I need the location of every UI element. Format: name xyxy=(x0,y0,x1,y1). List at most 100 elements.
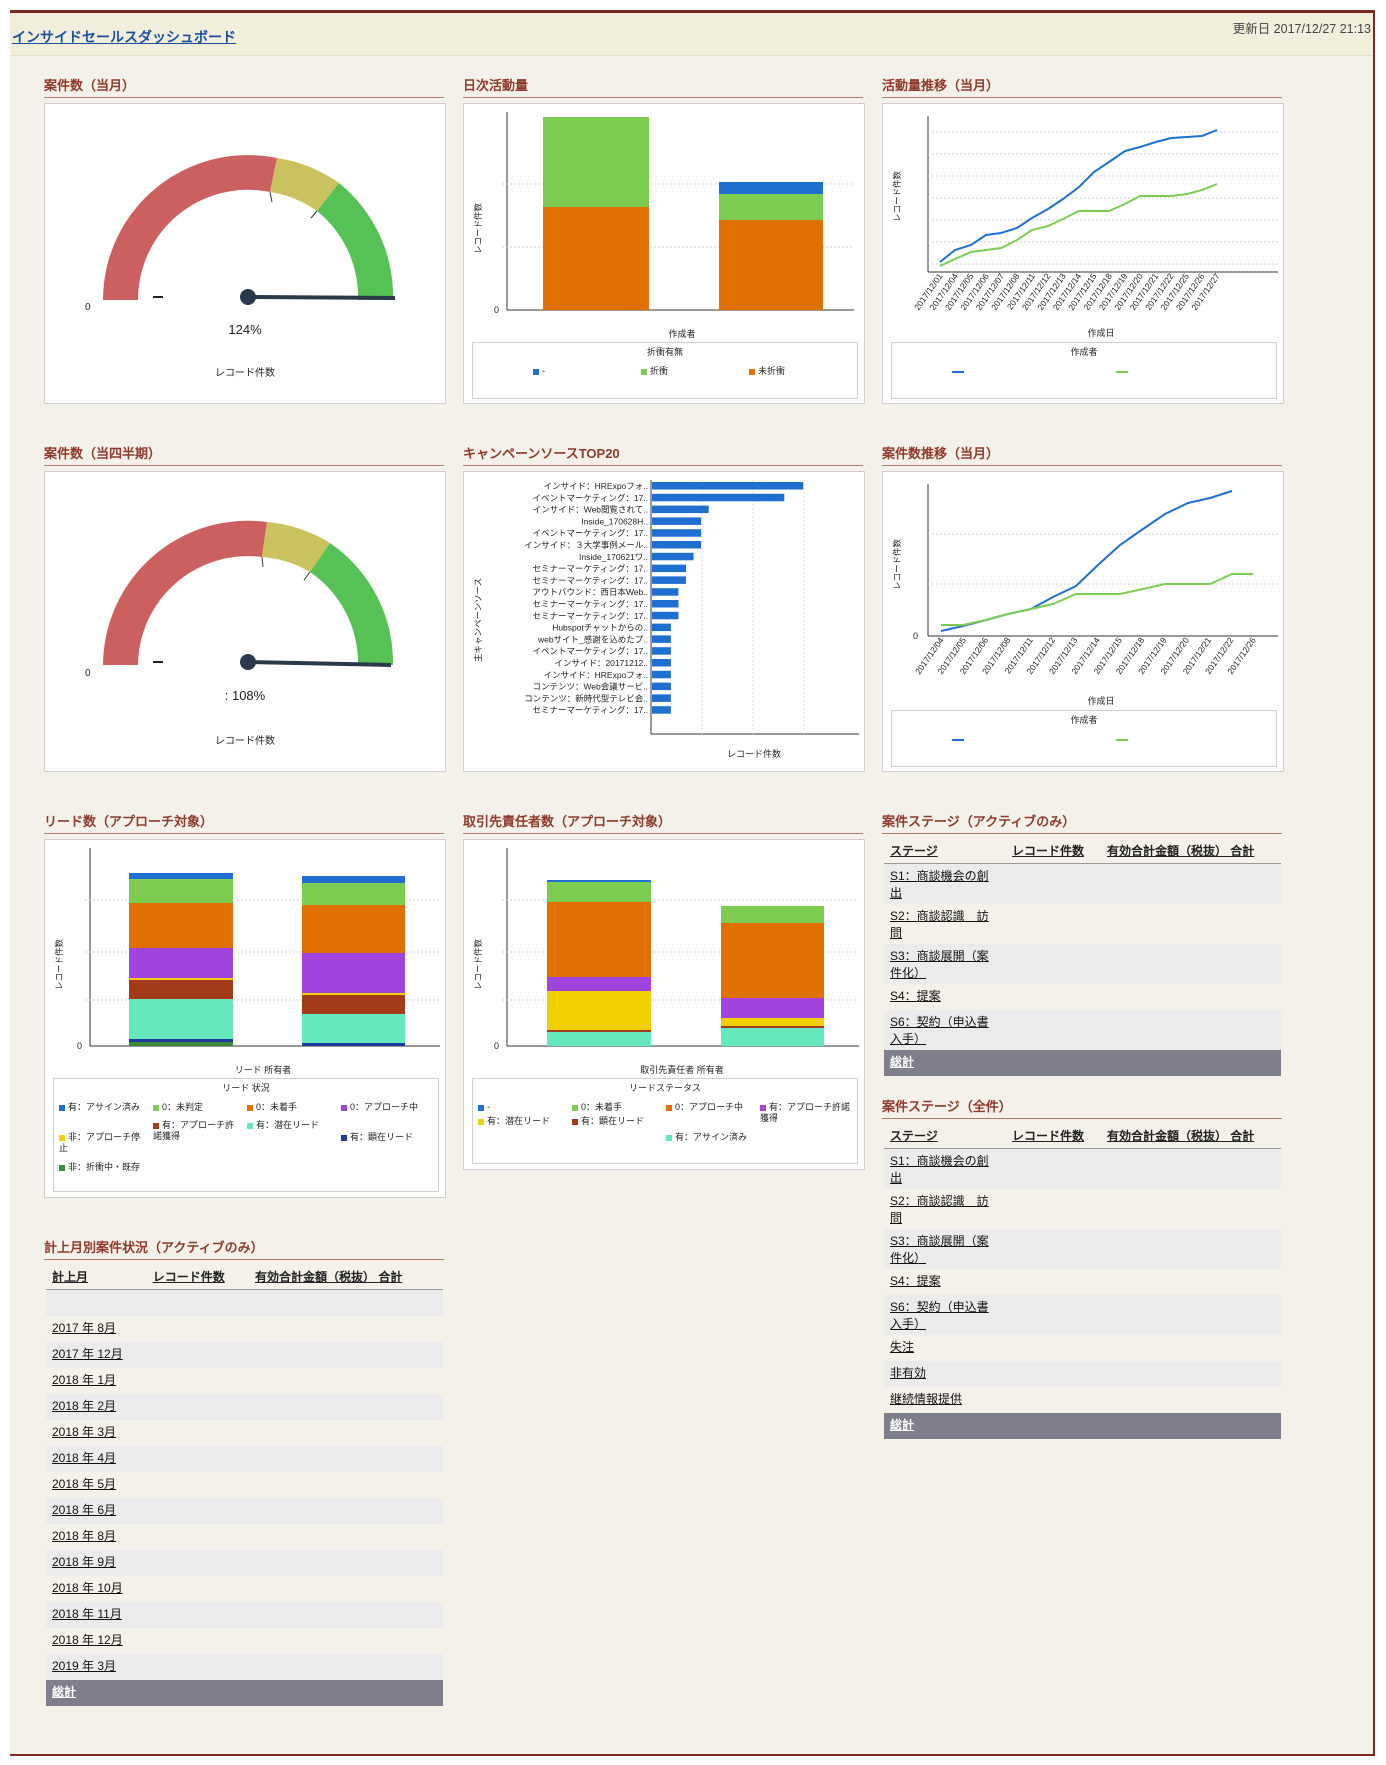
stage-link[interactable]: S3：商談展開（案件化） xyxy=(890,949,989,980)
table-row: 非有効 xyxy=(884,1361,1281,1387)
table-row: 2018 年 10月 xyxy=(46,1576,443,1602)
daily-bar1-green xyxy=(543,117,649,207)
stage-link[interactable]: S2：商談認識 訪問 xyxy=(890,1194,989,1225)
gauge2-yellow-band xyxy=(262,522,330,572)
stage-all-col-stage[interactable]: ステージ xyxy=(884,1123,1006,1149)
trend2-legend-green xyxy=(1116,734,1131,745)
campaign-bar xyxy=(652,529,702,537)
stage-link[interactable]: S3：商談展開（案件化） xyxy=(890,1234,989,1265)
campaign-bar xyxy=(652,682,671,691)
campaign-bar xyxy=(652,706,671,714)
stage-link[interactable]: S6：契約（申込書入手） xyxy=(890,1300,989,1331)
table-row: 2018 年 12月 xyxy=(46,1628,443,1654)
campaign-bar xyxy=(652,505,709,514)
contacts-bar2 xyxy=(721,906,824,1046)
table-row: 2019 年 3月 xyxy=(46,1654,443,1680)
month-link[interactable]: 2018 年 11月 xyxy=(52,1607,122,1621)
stage-link[interactable]: S6：契約（申込書入手） xyxy=(890,1015,989,1046)
leads-panel[interactable]: 0 レコード件数 リード 所有者 リード 状況 有：アサイン済み 0：未判定 0… xyxy=(44,839,446,1198)
month-link[interactable]: 2017 年 8月 xyxy=(52,1321,117,1335)
campaign-bar xyxy=(652,552,694,561)
campaign-bar xyxy=(652,564,687,573)
campaign-label: セミナーマーケティング：17.. xyxy=(533,611,649,621)
trend2-panel[interactable]: 0 レコード件数 2017/12/04 2017/12/05 2017/12/06 2… xyxy=(882,471,1284,772)
gauge2-chart xyxy=(103,520,394,670)
leads-legend: リード 状況 有：アサイン済み 0：未判定 0：未着手 0：アプローチ中 非：ア… xyxy=(53,1078,439,1192)
trend1-line-green xyxy=(939,183,1218,267)
leads-legend-0: 有：アサイン済み xyxy=(59,1102,147,1113)
stage-link[interactable]: 失注 xyxy=(890,1340,915,1354)
month-link[interactable]: 2018 年 6月 xyxy=(52,1503,117,1517)
trend1-chart: レコード件数 2017/12/012017/12/042017/12/05201… xyxy=(892,116,1278,338)
gauge1-panel[interactable]: 0 124% レコード件数 xyxy=(44,103,446,404)
monthly-col-month[interactable]: 計上月 xyxy=(46,1264,147,1290)
daily-xlabel: 作成者 xyxy=(668,328,695,339)
gauge1-needle xyxy=(247,295,396,300)
daily-bar2-orange xyxy=(719,220,823,310)
contacts-legend-4: 有：潜在リード xyxy=(478,1116,566,1127)
month-link[interactable]: 2019 年 3月 xyxy=(52,1659,117,1673)
trend1-legend-blue xyxy=(952,366,967,377)
gauge2-panel[interactable]: 0 : 108% レコード件数 xyxy=(44,471,446,772)
month-link[interactable]: 2018 年 5月 xyxy=(52,1477,117,1491)
stage-active-col-amount[interactable]: 有効合計金額（税抜） 合計 xyxy=(1100,838,1281,864)
stage-all-col-amount[interactable]: 有効合計金額（税抜） 合計 xyxy=(1100,1123,1281,1149)
month-link[interactable]: 2018 年 8月 xyxy=(52,1529,117,1543)
month-link[interactable]: 2018 年 10月 xyxy=(52,1581,123,1595)
month-link[interactable]: 2018 年 2月 xyxy=(52,1399,117,1413)
campaign-bar xyxy=(652,611,679,620)
campaign-label: Hubspotチャットからの.. xyxy=(552,623,648,633)
stage-link[interactable]: S1：商談機会の創出 xyxy=(890,869,989,900)
stage-active-col-count[interactable]: レコード件数 xyxy=(1006,838,1101,864)
monthly-col-count[interactable]: レコード件数 xyxy=(146,1264,249,1290)
table-row: 2018 年 9月 xyxy=(46,1550,443,1576)
trend1-panel[interactable]: レコード件数 2017/12/01 2017/12/04 2017/12/05 201… xyxy=(882,103,1284,404)
stage-link[interactable]: 非有効 xyxy=(890,1366,927,1380)
month-link[interactable]: 2018 年 12月 xyxy=(52,1633,123,1647)
month-link[interactable]: 2018 年 1月 xyxy=(52,1373,117,1387)
monthly-col-amount[interactable]: 有効合計金額（税抜） 合計 xyxy=(248,1264,443,1290)
month-link[interactable]: 2018 年 3月 xyxy=(52,1425,117,1439)
contacts-legend-title: リードステータス xyxy=(628,1083,701,1093)
leads-title: リード数（アプローチ対象） xyxy=(44,811,444,834)
leads-legend-6: 有：潜在リード xyxy=(247,1120,335,1131)
stage-link[interactable]: S1：商談機会の創出 xyxy=(890,1154,989,1185)
month-link[interactable]: 2017 年 12月 xyxy=(52,1347,123,1361)
contacts-panel[interactable]: 0 レコード件数 取引先責任者 所有者 リードステータス - 0：未着手 0：ア… xyxy=(463,839,865,1170)
campaign-label: イベントマーケティング：17.. xyxy=(533,528,649,538)
leads-bar2 xyxy=(302,876,405,1046)
stage-active-col-stage[interactable]: ステージ xyxy=(884,838,1006,864)
campaign-label: インサイド：３大学事例メール.. xyxy=(524,540,648,550)
month-link[interactable]: 2018 年 4月 xyxy=(52,1451,117,1465)
trend2-line-green xyxy=(941,573,1253,626)
dashboard-title-link[interactable]: インサイドセールスダッシュボード xyxy=(12,29,236,45)
daily-panel[interactable]: 0 レコード件数 作成者 折衝有無 - 折衝 未折衝 xyxy=(463,103,865,404)
campaign-label: セミナーマーケティング：17.. xyxy=(533,705,649,715)
month-link[interactable]: 2018 年 9月 xyxy=(52,1555,117,1569)
campaign-label: セミナーマーケティング：17.. xyxy=(533,564,649,574)
campaign-bar xyxy=(652,659,671,667)
stage-link[interactable]: S4：提案 xyxy=(890,1274,941,1288)
contacts-legend: リードステータス - 0：未着手 0：アプローチ中 有：アプローチ許諾獲得 有：… xyxy=(472,1078,858,1164)
campaign-label: webサイト_感謝を込めたプ.. xyxy=(537,634,648,644)
campaign-panel[interactable]: インサイド：HRExpoフォ.. イベントマーケティング：17.. インサイド：We… xyxy=(463,471,865,772)
table-row: 2018 年 2月 xyxy=(46,1394,443,1420)
table-row: S6：契約（申込書入手） xyxy=(884,1010,1281,1050)
campaign-label: セミナーマーケティング：17.. xyxy=(533,599,649,609)
campaign-label: イベントマーケティング：17.. xyxy=(533,493,649,503)
stage-link[interactable]: S4：提案 xyxy=(890,989,941,1003)
trend1-line-blue xyxy=(939,129,1218,263)
stage-all-col-count[interactable]: レコード件数 xyxy=(1006,1123,1101,1149)
contacts-legend-3: 有：アプローチ許諾獲得 xyxy=(760,1102,851,1123)
contacts-legend-1: 0：未着手 xyxy=(572,1102,660,1113)
table-row: S2：商談認識 訪問 xyxy=(884,904,1281,944)
stage-link[interactable]: S2：商談認識 訪問 xyxy=(890,909,989,940)
trend2-legend-blue xyxy=(952,734,967,745)
stage-link[interactable]: 継続情報提供 xyxy=(890,1392,963,1406)
leads-bar1 xyxy=(129,873,233,1046)
daily-chart: 0 レコード件数 作成者 xyxy=(473,112,854,339)
leads-legend-3: 0：アプローチ中 xyxy=(341,1102,431,1113)
trend2-title: 案件数推移（当月） xyxy=(882,443,1282,466)
stage-all-table: ステージ レコード件数 有効合計金額（税抜） 合計 S1：商談機会の創出 S2：… xyxy=(884,1123,1281,1439)
campaign-label: セミナーマーケティング：17.. xyxy=(533,575,649,585)
